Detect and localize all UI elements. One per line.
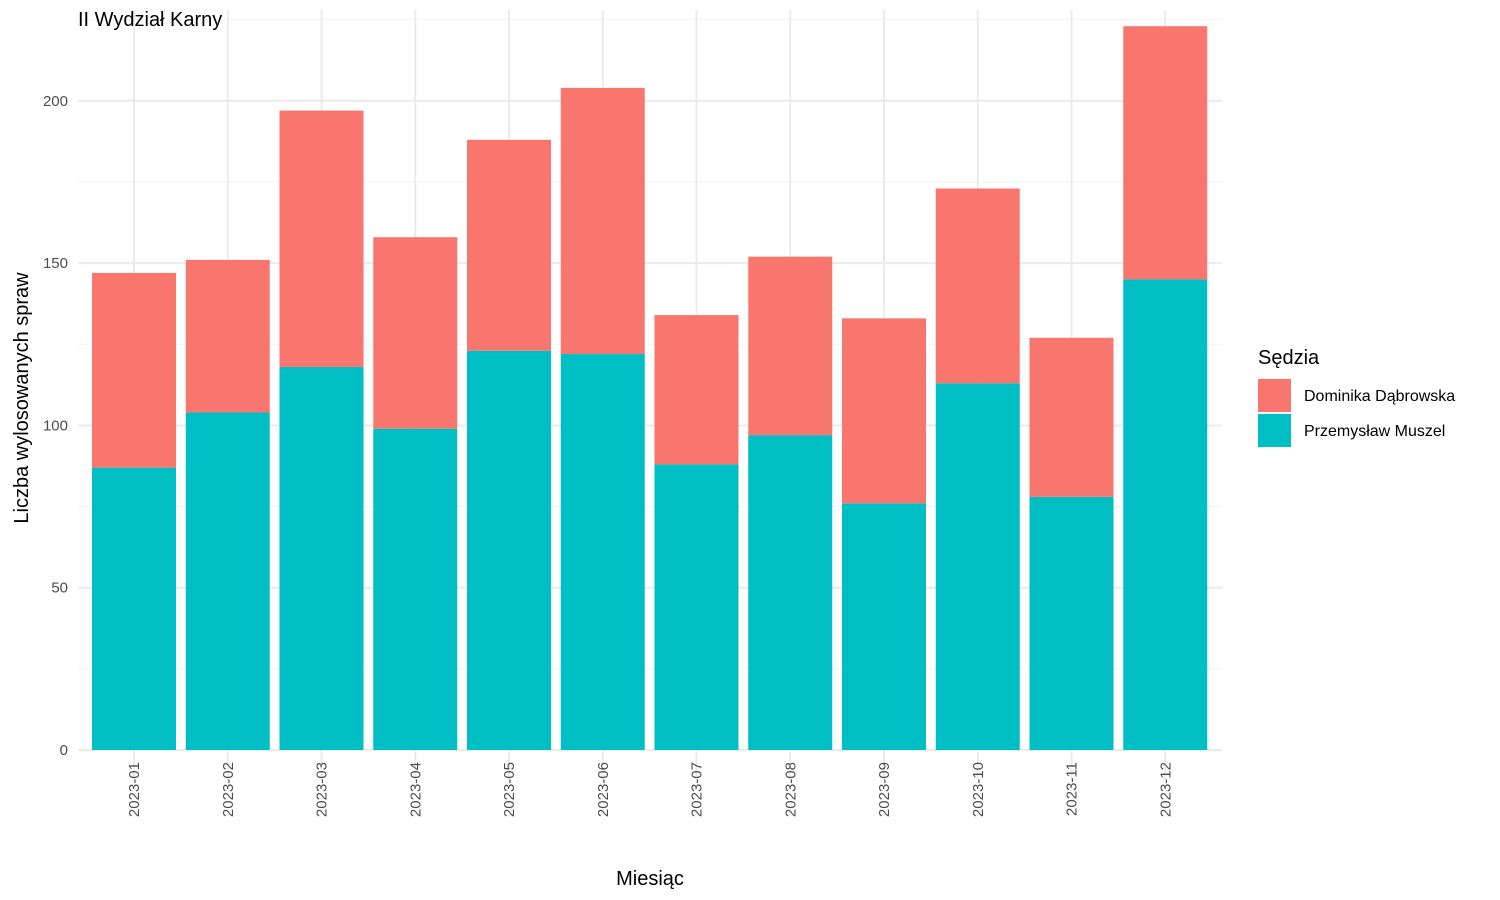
bar-przemyslaw-muszel-2023-10 (935, 383, 1020, 750)
y-axis-title: Liczba wylosowanych spraw (11, 272, 33, 524)
x-axis-title: Miesiąc (616, 868, 684, 890)
x-tick-label: 2023-07 (689, 762, 706, 817)
y-tick-label: 200 (43, 93, 68, 110)
bar-dominika-dabrowska-2023-05 (467, 139, 551, 351)
legend-label: Dominika Dąbrowska (1304, 388, 1455, 405)
x-tick-label: 2023-10 (970, 762, 987, 817)
legend: Sędzia Dominika Dąbrowska Przemysław Musz… (1258, 347, 1455, 447)
x-tick-label: 2023-01 (126, 762, 143, 817)
bar-przemyslaw-muszel-2023-02 (185, 412, 270, 750)
y-tick-label: 50 (51, 580, 68, 597)
bar-przemyslaw-muszel-2023-12 (1123, 279, 1208, 750)
x-tick-label: 2023-04 (407, 762, 424, 817)
legend-swatch (1258, 414, 1291, 447)
legend-swatch (1258, 379, 1291, 412)
chart-title: II Wydział Karny (78, 9, 222, 31)
bar-dominika-dabrowska-2023-07 (654, 315, 739, 465)
bar-przemyslaw-muszel-2023-04 (373, 428, 458, 750)
bar-dominika-dabrowska-2023-12 (1123, 26, 1208, 280)
y-tick-label: 100 (43, 417, 68, 434)
x-tick-label: 2023-11 (1064, 762, 1081, 816)
x-tick-label: 2023-03 (314, 762, 331, 817)
legend-title: Sędzia (1258, 347, 1320, 369)
bar-przemyslaw-muszel-2023-05 (467, 350, 551, 750)
y-axis-ticks: 0 50 100 150 200 (43, 93, 68, 759)
bar-dominika-dabrowska-2023-08 (748, 256, 833, 436)
x-tick-label: 2023-02 (220, 762, 237, 817)
bar-dominika-dabrowska-2023-06 (560, 87, 645, 355)
bars (92, 26, 1208, 750)
bar-dominika-dabrowska-2023-03 (279, 110, 364, 368)
bar-dominika-dabrowska-2023-01 (92, 272, 176, 468)
bar-dominika-dabrowska-2023-10 (935, 188, 1020, 384)
bar-przemyslaw-muszel-2023-03 (279, 367, 364, 750)
bar-przemyslaw-muszel-2023-06 (560, 354, 645, 750)
y-tick-label: 0 (60, 742, 68, 759)
bar-dominika-dabrowska-2023-04 (373, 237, 458, 429)
x-tick-label: 2023-12 (1157, 762, 1174, 817)
bar-dominika-dabrowska-2023-11 (1029, 337, 1114, 497)
bar-dominika-dabrowska-2023-02 (185, 259, 270, 413)
bar-dominika-dabrowska-2023-09 (842, 318, 926, 504)
bar-przemyslaw-muszel-2023-07 (654, 464, 739, 750)
bar-przemyslaw-muszel-2023-08 (748, 435, 833, 750)
x-tick-label: 2023-06 (595, 762, 612, 817)
x-tick-label: 2023-05 (501, 762, 518, 817)
bar-przemyslaw-muszel-2023-01 (92, 467, 176, 750)
legend-label: Przemysław Muszel (1304, 423, 1445, 440)
x-axis-ticks: 2023-01 2023-02 2023-03 2023-04 2023-05 2023-… (126, 762, 1174, 817)
y-tick-label: 150 (43, 255, 68, 272)
x-tick-label: 2023-09 (876, 762, 893, 817)
bar-przemyslaw-muszel-2023-09 (842, 503, 926, 750)
bar-przemyslaw-muszel-2023-11 (1029, 496, 1114, 750)
x-tick-label: 2023-08 (782, 762, 799, 817)
